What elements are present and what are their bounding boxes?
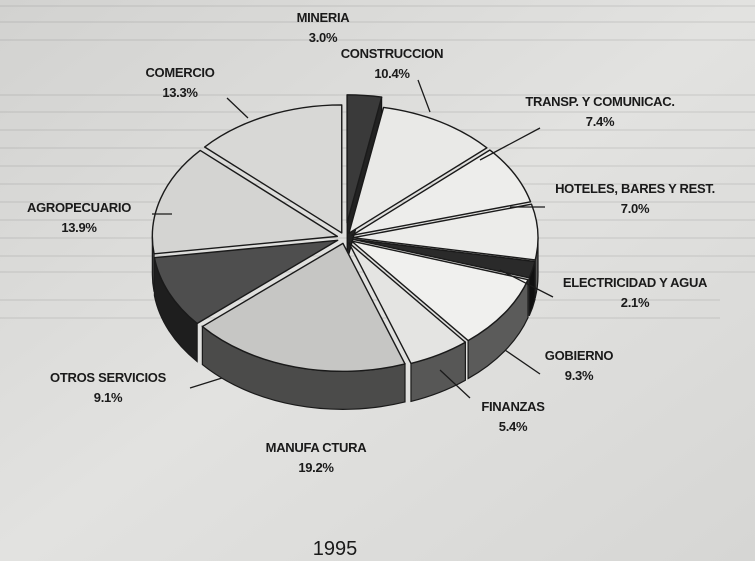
- leader-line-construccion: [417, 79, 431, 113]
- pie-slice-gobierno: [350, 240, 529, 342]
- slice-value-construccion: 10.4%: [374, 66, 410, 81]
- leader-line-electricidad-y-agua: [499, 269, 554, 298]
- slice-label-mineria: MINERIA: [297, 10, 351, 25]
- slice-label-agropecuario: AGROPECUARIO: [27, 200, 131, 215]
- leader-line-finanzas: [439, 369, 471, 399]
- slice-value-comercio: 13.3%: [162, 85, 198, 100]
- slice-value-mineria: 3.0%: [309, 30, 338, 45]
- pie-slice-comercio: [203, 104, 343, 234]
- pie-slice-otros-servicios: [153, 239, 339, 325]
- pie-slice-transp-y-comunicac: [351, 149, 532, 237]
- pie-plot-area: [151, 94, 539, 410]
- pie-slice-hoteles-bares-y-rest: [352, 203, 539, 261]
- pie-slice-agropecuario: [151, 149, 339, 255]
- pie-labels: MINERIA 3.0%CONSTRUCCION 10.4% TRANSP. Y CO…: [27, 10, 715, 475]
- slice-label-manufa-ctura: MANUFA CTURA: [266, 440, 368, 455]
- slice-label-gobierno: GOBIERNO: [545, 348, 614, 363]
- slice-value-otros-servicios: 9.1%: [94, 390, 123, 405]
- leader-line-transp-y-comunicac: [479, 127, 541, 161]
- pie-slice-manufa-ctura: [201, 242, 406, 373]
- pie-slice-finanzas: [348, 242, 467, 365]
- slice-value-gobierno: 9.3%: [565, 368, 594, 383]
- slice-value-manufa-ctura: 19.2%: [298, 460, 334, 475]
- leader-line-otros-servicios: [189, 377, 223, 389]
- slice-label-comercio: COMERCIO: [145, 65, 214, 80]
- chart-year-caption: 1995: [313, 538, 358, 560]
- slice-value-finanzas: 5.4%: [499, 419, 528, 434]
- slice-label-otros-servicios: OTROS SERVICIOS: [50, 370, 167, 385]
- slice-value-agropecuario: 13.9%: [61, 220, 97, 235]
- pie-slice-construccion: [348, 106, 488, 234]
- slice-label-construccion: CONSTRUCCION: [341, 46, 444, 61]
- slice-label-hoteles-bares-y-rest: HOTELES, BARES Y REST.: [555, 181, 715, 196]
- pie-slice-mineria: [346, 94, 383, 224]
- pie-slice-electricidad-y-agua: [352, 238, 536, 279]
- leader-line-comercio: [226, 97, 249, 119]
- slice-label-electricidad-y-agua: ELECTRICIDAD Y AGUA: [563, 275, 708, 290]
- slice-label-finanzas: FINANZAS: [481, 399, 545, 414]
- slice-value-hoteles-bares-y-rest: 7.0%: [621, 201, 650, 216]
- slice-value-electricidad-y-agua: 2.1%: [621, 295, 650, 310]
- leader-line-gobierno: [504, 349, 541, 375]
- slice-label-transp-y-comunicac: TRANSP. Y COMUNICAC.: [525, 94, 674, 109]
- slice-value-transp-y-comunicac: 7.4%: [586, 114, 615, 129]
